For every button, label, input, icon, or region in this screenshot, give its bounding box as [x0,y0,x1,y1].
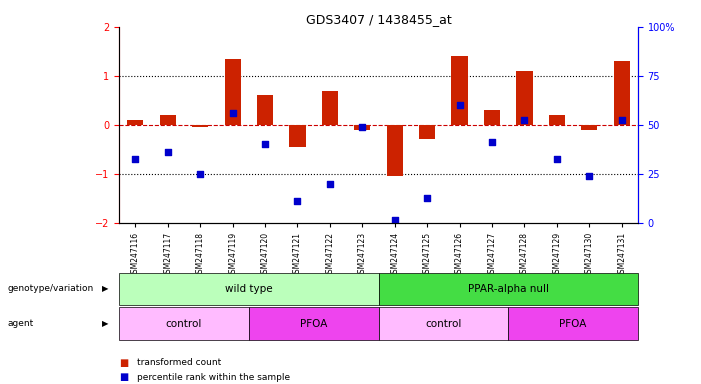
Text: ■: ■ [119,358,128,368]
Point [130,156,141,162]
Point [584,173,595,179]
Bar [387,125,403,176]
Point [357,124,368,130]
Text: agent: agent [7,319,33,328]
Bar [517,71,533,125]
Bar [119,307,249,340]
Bar [354,125,370,130]
Point [292,198,303,204]
Text: PFOA: PFOA [559,318,587,329]
Text: wild type: wild type [225,284,273,294]
Bar [322,91,338,125]
Point [227,109,238,116]
Point [454,102,465,108]
Bar [257,96,273,125]
Point [519,117,530,123]
Point [486,139,498,145]
Text: transformed count: transformed count [137,358,221,367]
Point [162,149,173,155]
Bar [419,125,435,139]
Point [551,156,562,162]
Bar [549,115,565,125]
Point [421,195,433,201]
Bar [119,273,379,305]
Text: PPAR-alpha null: PPAR-alpha null [468,284,549,294]
Text: ■: ■ [119,372,128,382]
Bar [484,110,500,125]
Bar [192,125,208,127]
Bar [508,307,638,340]
Bar [379,273,638,305]
Bar [379,307,508,340]
Point [259,141,271,147]
Text: control: control [166,318,202,329]
Text: PFOA: PFOA [300,318,327,329]
Title: GDS3407 / 1438455_at: GDS3407 / 1438455_at [306,13,451,26]
Point [325,180,336,187]
Text: ▶: ▶ [102,285,108,293]
Text: ▶: ▶ [102,319,108,328]
Bar [581,125,597,130]
Point [389,217,400,223]
Bar [290,125,306,147]
Bar [613,61,629,125]
Text: percentile rank within the sample: percentile rank within the sample [137,372,290,382]
Point [195,171,206,177]
Point [616,117,627,123]
Bar [249,307,379,340]
Bar [224,59,240,125]
Bar [160,115,176,125]
Text: control: control [426,318,461,329]
Text: genotype/variation: genotype/variation [7,285,93,293]
Bar [451,56,468,125]
Bar [128,120,144,125]
